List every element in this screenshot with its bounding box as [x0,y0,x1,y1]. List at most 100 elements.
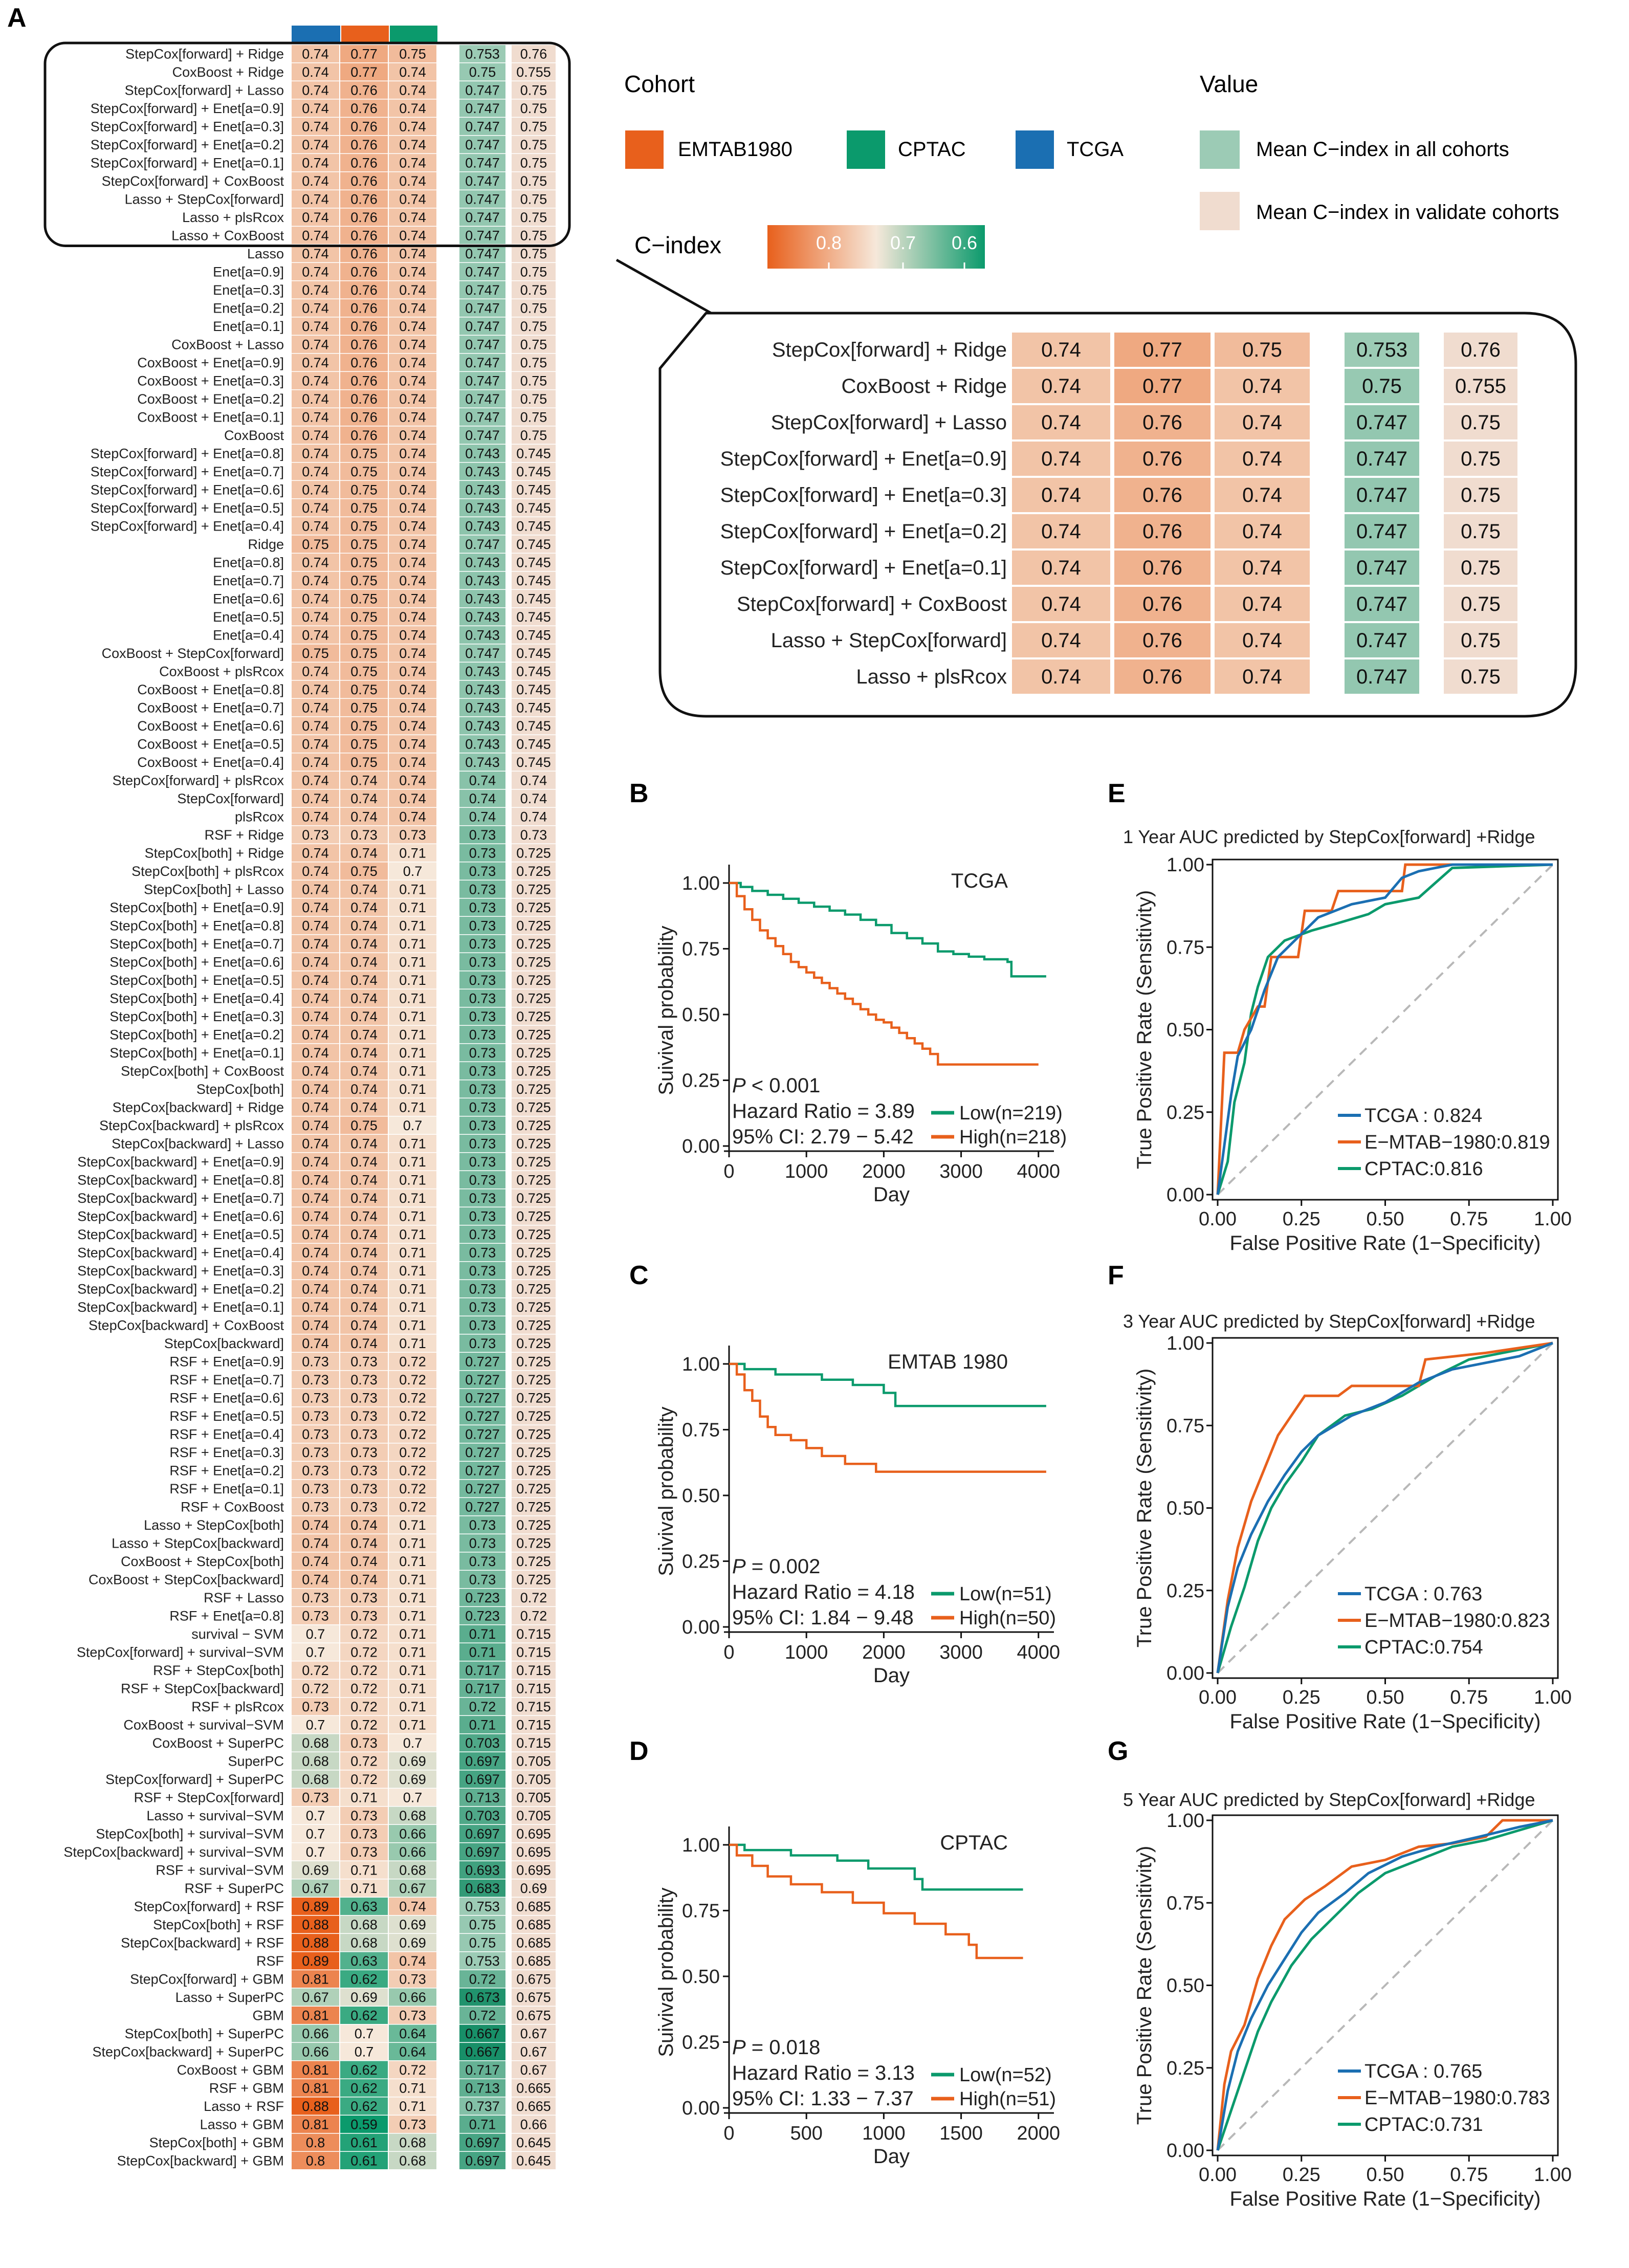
heatmap-cell [292,1915,339,1933]
heatmap-cell [389,1789,436,1806]
heatmap-cell-value: 0.74 [350,1173,378,1188]
km-y-tick-label: 0.75 [682,938,720,960]
callout-cell [1345,405,1419,439]
heatmap-cell [389,626,436,644]
heatmap-cell [389,499,436,517]
heatmap-cell-value: 0.68 [399,2135,426,2150]
heatmap-row-label: RSF + SuperPC [185,1881,284,1896]
heatmap-cell [292,898,339,916]
heatmap-cell [512,1407,556,1425]
heatmap-row-label: CoxBoost + Enet[a=0.2] [137,391,284,407]
heatmap-cell-value: 0.74 [350,1318,378,1333]
heatmap-cell-value: 0.68 [302,1754,329,1769]
heatmap-cell-value: 0.727 [465,1427,500,1442]
heatmap-cell [512,263,556,280]
callout-row-label: StepCox[forward] + Enet[a=0.2] [720,520,1007,543]
heatmap-cell [459,2024,505,2042]
heatmap-cell-value: 0.68 [350,1917,378,1932]
km-low-risk-curve [729,1362,1046,1407]
heatmap-cell-value: 0.75 [520,173,547,189]
cohort-swatch-emtab [625,130,664,169]
heatmap-cell [512,1825,556,1842]
heatmap-cell-value: 0.725 [516,1391,551,1406]
heatmap-cell [512,245,556,262]
heatmap-row-label: RSF + Enet[a=0.7] [169,1372,284,1388]
heatmap-cell-value: 0.74 [302,555,329,570]
heatmap-cell [340,208,388,226]
heatmap-cell-value: 0.74 [399,137,426,152]
heatmap-cell [512,1898,556,1915]
heatmap-cell [340,1280,388,1297]
heatmap-cell [340,699,388,716]
heatmap-cell [389,1353,436,1370]
heatmap-cell-value: 0.725 [516,1427,551,1442]
heatmap-cell-value: 0.73 [520,827,547,843]
roc-y-tick-label: 0.75 [1166,1892,1204,1914]
roc-legend-label: CPTAC:0.731 [1364,2114,1483,2135]
callout-cell-value: 0.74 [1041,411,1081,434]
heatmap-cell [389,2024,436,2042]
heatmap-cell-value: 0.753 [465,1953,500,1969]
heatmap-cell-value: 0.743 [465,482,500,498]
heatmap-row-label: StepCox[both] + GBM [149,2135,284,2150]
heatmap-cell [459,1716,505,1733]
heatmap-cell [512,463,556,480]
heatmap-cell [459,1189,505,1207]
heatmap-cell-value: 0.74 [350,1554,378,1569]
heatmap-cell [512,1371,556,1389]
roc-x-tick-label: 0.75 [1450,1687,1488,1708]
heatmap-row-label: RSF + plsRcox [191,1699,284,1714]
callout-cell-value: 0.74 [1242,448,1282,470]
heatmap-cell-value: 0.73 [302,1699,329,1714]
heatmap-cell-value: 0.74 [302,1191,329,1206]
callout-cell [1444,369,1517,403]
heatmap-cell-value: 0.71 [399,1245,426,1261]
heatmap-cell [340,1135,388,1152]
heatmap-cell [459,1988,505,2006]
heatmap-cell-value: 0.73 [302,1354,329,1370]
heatmap-cell [389,1026,436,1043]
heatmap-cell-value: 0.725 [516,1027,551,1043]
heatmap-cell [512,626,556,644]
heatmap-cell-value: 0.72 [399,1500,426,1515]
heatmap-cell [459,190,505,208]
heatmap-cell [340,281,388,299]
km-y-tick-label: 0.50 [682,1004,720,1026]
heatmap-cell-value: 0.71 [399,1009,426,1024]
heatmap-cell [292,99,339,117]
heatmap-cell-value: 0.685 [516,1935,551,1951]
heatmap-cell-value: 0.74 [302,83,329,98]
heatmap-cell [459,227,505,244]
heatmap-cell [512,1207,556,1225]
km-x-tick-label: 500 [790,2123,822,2144]
heatmap-cell-value: 0.74 [302,1100,329,1115]
km-x-tick-label: 0 [723,1642,734,1663]
heatmap-cell [459,2097,505,2115]
heatmap-row-label: StepCox[both] + plsRcox [131,864,284,879]
heatmap-cell [459,1153,505,1171]
heatmap-cell-value: 0.75 [399,47,426,62]
heatmap-cell-value: 0.74 [350,936,378,952]
roc-title: 5 Year AUC predicted by StepCox[forward]… [1123,1789,1535,1810]
heatmap-row-label: RSF + survival−SVM [156,1863,284,1878]
heatmap-cell-value: 0.715 [516,1735,551,1751]
roc-legend-label: TCGA : 0.763 [1364,1583,1482,1605]
heatmap-cell [389,336,436,353]
heatmap-cell [459,1589,505,1606]
heatmap-cell-value: 0.73 [399,2008,426,2023]
heatmap-cell-value: 0.713 [465,1790,500,1805]
heatmap-cell [512,644,556,662]
heatmap-cell [459,463,505,480]
heatmap-row-label: CoxBoost + survival−SVM [123,1717,284,1733]
heatmap-row-label: CoxBoost + Lasso [171,337,284,353]
roc-x-tick-label: 0.00 [1199,2164,1237,2186]
km-x-tick-label: 3000 [939,1642,983,1663]
heatmap-cell-value: 0.725 [516,1227,551,1242]
heatmap-row-label: StepCox[forward] [177,791,284,806]
heatmap-cell-value: 0.73 [302,1445,329,1460]
heatmap-cell [292,1934,339,1951]
heatmap-cell-value: 0.75 [520,373,547,389]
heatmap-row-label: RSF + Ridge [205,827,284,843]
heatmap-row-label: CoxBoost + Enet[a=0.5] [137,737,284,752]
heatmap-cell [459,2152,505,2169]
